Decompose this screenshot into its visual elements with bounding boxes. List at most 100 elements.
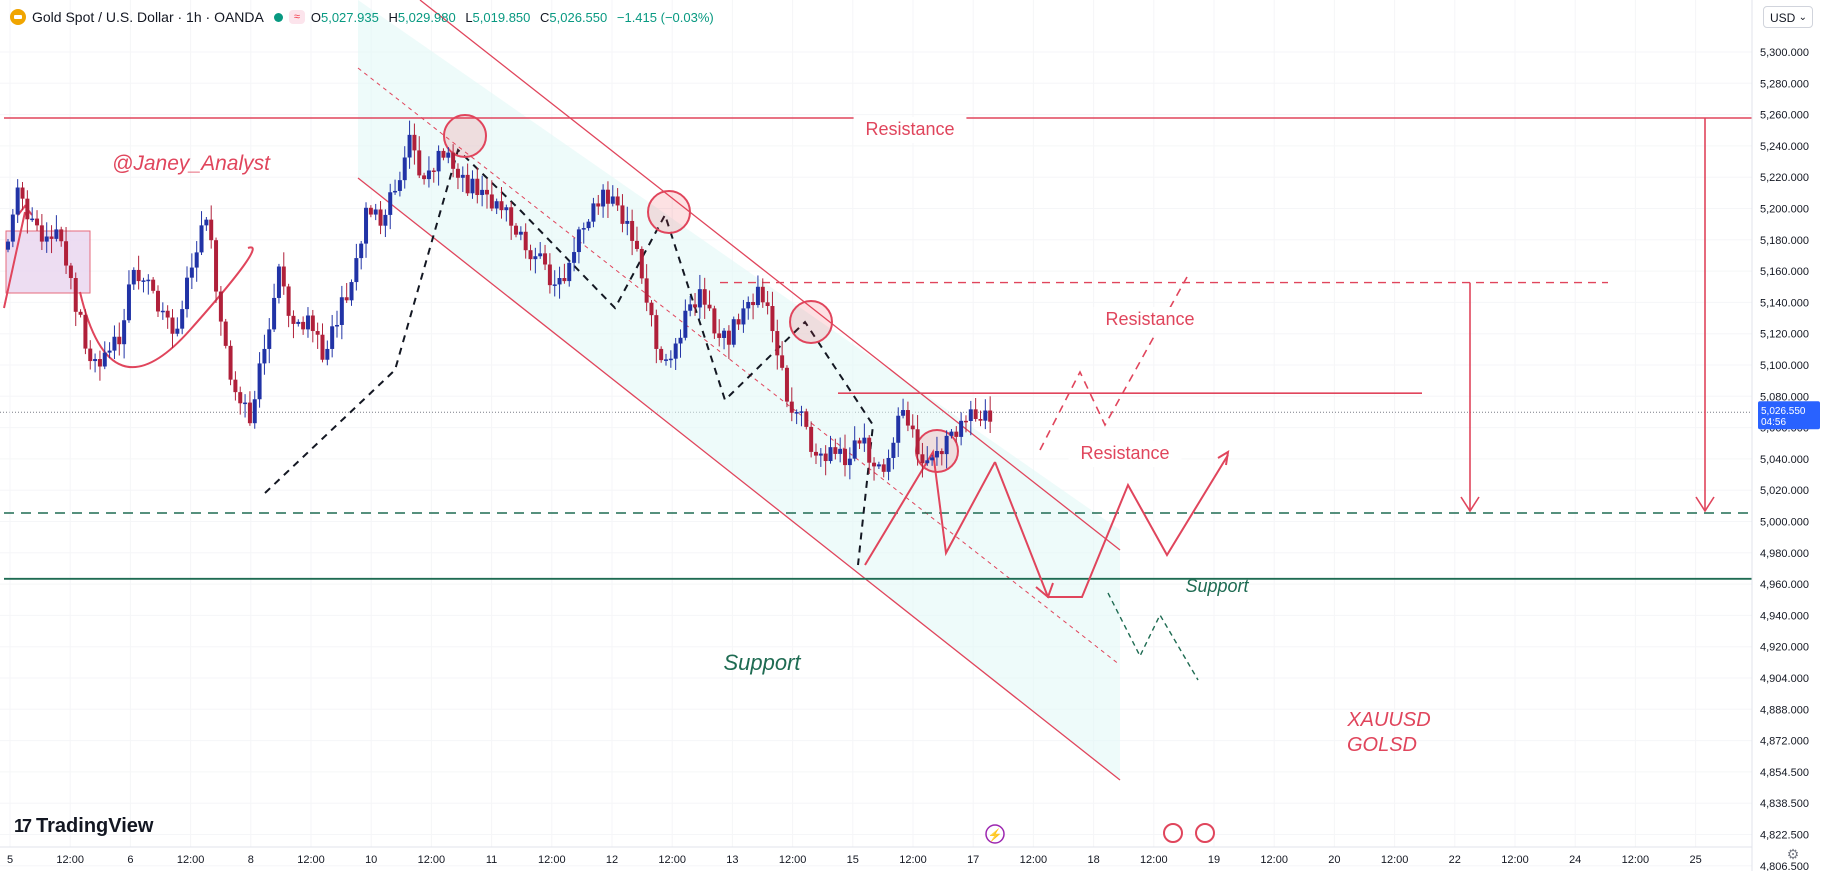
candle-body bbox=[509, 207, 514, 226]
symbol-header: Gold Spot / U.S. Dollar · 1h · OANDA ≈ O… bbox=[10, 6, 720, 28]
left-curve-move bbox=[3, 211, 254, 369]
candle-body bbox=[867, 437, 872, 463]
candle-body bbox=[939, 451, 944, 455]
author-watermark: @Janey_Analyst bbox=[112, 152, 271, 175]
x-tick-label: 12:00 bbox=[297, 854, 325, 866]
candle-body bbox=[315, 331, 320, 335]
candle-body bbox=[165, 310, 170, 318]
x-tick-label: 12:00 bbox=[1020, 854, 1048, 866]
candle-body bbox=[615, 196, 620, 206]
x-tick-label: 22 bbox=[1449, 854, 1461, 866]
currency-dropdown[interactable]: USD ⌄ bbox=[1763, 6, 1813, 28]
y-tick-label: 5,220.000 bbox=[1760, 172, 1809, 184]
x-tick-label: 12:00 bbox=[1260, 854, 1288, 866]
y-tick-label: 4,872.000 bbox=[1760, 736, 1809, 748]
candle-body bbox=[59, 229, 64, 242]
channel-upper bbox=[419, 0, 1121, 551]
candlesticks bbox=[6, 120, 993, 481]
candle-body bbox=[925, 460, 930, 464]
resistance-label-lower-bg bbox=[1068, 441, 1182, 467]
x-tick-label: 12:00 bbox=[1381, 854, 1409, 866]
y-tick-label: 5,240.000 bbox=[1760, 141, 1809, 153]
candle-body bbox=[533, 256, 538, 260]
candle-body bbox=[983, 410, 988, 421]
x-tick-label: 12 bbox=[606, 854, 618, 866]
candle-body bbox=[736, 319, 741, 325]
candle-body bbox=[586, 221, 591, 229]
candle-body bbox=[523, 231, 528, 251]
time-axis[interactable]: 5 12:00 6 12:00 8 12:00 10 12:00 11 12:00 12 12:00 1… bbox=[0, 823, 1752, 866]
candle-body bbox=[547, 264, 552, 286]
candle-body bbox=[872, 462, 877, 467]
candle-body bbox=[528, 250, 533, 260]
x-tick-label: 19 bbox=[1208, 854, 1220, 866]
candle-body bbox=[838, 448, 843, 454]
candle-body bbox=[378, 209, 383, 226]
candle-body bbox=[247, 402, 252, 424]
candle-body bbox=[436, 150, 441, 172]
candle-body bbox=[373, 209, 378, 215]
y-tick-label: 4,980.000 bbox=[1760, 548, 1809, 560]
candle-body bbox=[6, 241, 10, 250]
current-price-label: 5,026.550 bbox=[1761, 406, 1806, 417]
price-axis[interactable]: 5,300.000 5,280.000 5,260.000 5,240.000 5,22… bbox=[1751, 0, 1822, 871]
y-tick-label: 5,000.000 bbox=[1760, 517, 1809, 529]
candle-body bbox=[455, 168, 460, 178]
candle-body bbox=[910, 425, 915, 430]
candle-body bbox=[204, 219, 209, 226]
candle-body bbox=[576, 229, 581, 253]
candle-body bbox=[649, 302, 654, 316]
symbol-title[interactable]: Gold Spot / U.S. Dollar · 1h · OANDA bbox=[32, 9, 264, 25]
candle-body bbox=[891, 442, 896, 458]
y-tick-label: 5,200.000 bbox=[1760, 204, 1809, 216]
channel-lower bbox=[357, 177, 1121, 781]
candle-body bbox=[978, 418, 983, 421]
candle-body bbox=[175, 328, 180, 334]
tradingview-logo[interactable]: 17 TradingView bbox=[14, 815, 153, 838]
candle-body bbox=[862, 437, 867, 444]
candle-body bbox=[722, 330, 727, 338]
down-arrow-head bbox=[1035, 582, 1054, 599]
candle-body bbox=[136, 269, 141, 282]
candle-body bbox=[131, 269, 136, 285]
candle-body bbox=[49, 236, 54, 239]
candle-body bbox=[828, 447, 833, 462]
candle-body bbox=[794, 412, 799, 414]
candle-body bbox=[151, 279, 156, 291]
close-value: 5,026.550 bbox=[549, 9, 608, 25]
settings-gear-icon[interactable]: ⚙ bbox=[1786, 846, 1800, 862]
candle-body bbox=[901, 410, 906, 416]
candle-body bbox=[818, 453, 823, 456]
candle-body bbox=[335, 324, 339, 327]
candle-body bbox=[199, 225, 204, 253]
candle-body bbox=[944, 435, 949, 455]
candle-body bbox=[54, 229, 59, 239]
candle-body bbox=[422, 175, 427, 180]
candle-body bbox=[223, 321, 228, 346]
candle-body bbox=[784, 367, 789, 402]
candle-body bbox=[480, 189, 485, 195]
candle-body bbox=[489, 194, 494, 209]
candle-body bbox=[813, 451, 818, 456]
candle-body bbox=[755, 286, 760, 306]
candle-body bbox=[988, 410, 993, 422]
touch-highlight-circle bbox=[789, 300, 833, 344]
candle-body bbox=[789, 401, 794, 413]
candle-body bbox=[876, 464, 881, 467]
chevron-down-icon: ⌄ bbox=[1798, 12, 1807, 23]
candle-body bbox=[886, 457, 891, 472]
candle-body bbox=[155, 290, 160, 312]
y-tick-label: 5,020.000 bbox=[1760, 485, 1809, 497]
resistance-label-lower: Resistance bbox=[1080, 443, 1169, 463]
candle-body bbox=[630, 220, 635, 241]
candle-body bbox=[344, 297, 349, 301]
projection-arrow-head bbox=[1217, 450, 1230, 466]
candle-body bbox=[775, 331, 780, 356]
candle-body bbox=[141, 280, 146, 282]
candle-body bbox=[426, 170, 431, 180]
candle-body bbox=[73, 278, 78, 312]
x-tick-label: 18 bbox=[1087, 854, 1099, 866]
y-tick-label: 4,940.000 bbox=[1760, 610, 1809, 622]
candle-body bbox=[301, 321, 306, 330]
